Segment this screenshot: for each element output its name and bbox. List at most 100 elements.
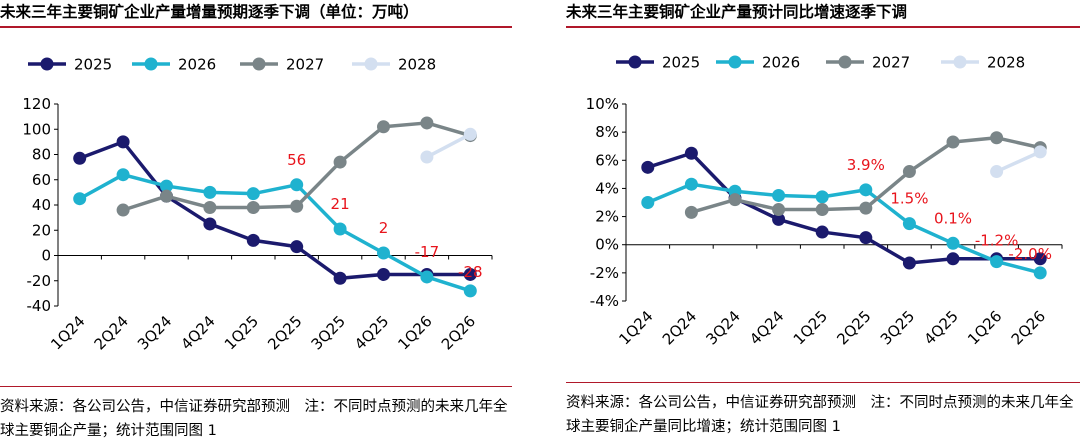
point-2026-2q26 bbox=[1033, 266, 1047, 280]
annotations: 56 21 2 -17 -28 bbox=[287, 151, 482, 281]
point-2025-4q25 bbox=[377, 267, 390, 281]
point-2026-2q25 bbox=[859, 183, 873, 197]
legend-item-2027: 2027 bbox=[240, 56, 324, 74]
legend-item-2027: 2027 bbox=[826, 54, 910, 72]
point-2026-4q25 bbox=[377, 246, 390, 260]
right-source-divider bbox=[566, 382, 1080, 383]
y-tick-label: 2% bbox=[595, 208, 619, 226]
legend-item-2028: 2028 bbox=[941, 54, 1025, 72]
point-2028-1q26 bbox=[990, 165, 1004, 179]
legend-label-2027: 2027 bbox=[286, 56, 324, 74]
x-tick-label-2q25: 2Q25 bbox=[264, 312, 305, 353]
x-tick-label-2q24: 2Q24 bbox=[91, 312, 132, 353]
point-2026-4q24 bbox=[203, 185, 217, 199]
left-line-chart: 2025 2026 2027 2028 -40 -20 0 20 40 60 80 100 120 1Q2… bbox=[22, 56, 493, 353]
point-2027-4q25 bbox=[946, 135, 960, 149]
point-2027-2q24 bbox=[116, 203, 130, 217]
point-2026-2q26 bbox=[463, 284, 477, 298]
data-label--17: -17 bbox=[415, 243, 440, 261]
legend-item-2028: 2028 bbox=[352, 56, 436, 74]
y-tick-label: 100 bbox=[22, 120, 51, 138]
point-2028-2q26 bbox=[1033, 145, 1047, 159]
x-tick-label-2q24: 2Q24 bbox=[659, 307, 700, 348]
legend-label-2025: 2025 bbox=[662, 54, 700, 72]
point-2027-1q25 bbox=[246, 201, 260, 215]
point-2026-1q26 bbox=[990, 255, 1004, 269]
series-line-2025 bbox=[79, 140, 471, 280]
point-2025-2q24 bbox=[116, 135, 130, 149]
point-2026-4q25 bbox=[946, 236, 960, 250]
data-label--2.0pct: -2.0% bbox=[1008, 245, 1052, 263]
point-2027-3q25 bbox=[333, 155, 347, 169]
point-2027-3q25 bbox=[902, 165, 916, 179]
series-line-2028 bbox=[995, 150, 1041, 174]
x-tick-label-1q24: 1Q24 bbox=[615, 307, 656, 348]
x-tick-label-1q25: 1Q25 bbox=[221, 312, 262, 353]
legend-marker-2025 bbox=[628, 55, 642, 69]
point-2025-1q25 bbox=[246, 233, 260, 247]
data-label-21: 21 bbox=[331, 195, 350, 213]
y-tick-label: 80 bbox=[32, 146, 51, 164]
point-2027-2q25 bbox=[859, 201, 873, 215]
x-tick-label-4q25: 4Q25 bbox=[351, 312, 392, 353]
data-label-0.1pct: 0.1% bbox=[934, 209, 972, 227]
y-tick-label: 0 bbox=[41, 247, 51, 265]
point-2025-4q24 bbox=[772, 212, 786, 226]
legend-marker-2028 bbox=[364, 57, 378, 71]
y-axis: -4% -2% 0% 2% 4% 6% 8% 10% bbox=[586, 95, 627, 310]
legend-marker-2025 bbox=[40, 57, 54, 71]
point-2026-1q26 bbox=[420, 270, 434, 284]
right-chart-panel: 未来三年主要铜矿企业产量预计同比增速逐季下调 2025 2026 2027 2028 -… bbox=[566, 0, 1080, 448]
x-tick-label-4q24: 4Q24 bbox=[177, 312, 218, 353]
y-tick-label: -40 bbox=[27, 297, 52, 315]
legend: 2025 2026 2027 2028 bbox=[28, 56, 436, 74]
series-line-2025 bbox=[647, 151, 1041, 265]
left-source-divider bbox=[0, 386, 512, 387]
x-tick-label-1q26: 1Q26 bbox=[964, 307, 1005, 348]
y-tick-label: -2% bbox=[590, 264, 619, 282]
x-tick-label-1q24: 1Q24 bbox=[47, 312, 88, 353]
series-line-2026 bbox=[647, 182, 1041, 275]
legend: 2025 2026 2027 2028 bbox=[616, 54, 1025, 72]
data-label--1.2pct: -1.2% bbox=[975, 232, 1019, 250]
y-tick-label: 40 bbox=[32, 196, 51, 214]
point-2026-4q24 bbox=[772, 188, 786, 202]
legend-label-2028: 2028 bbox=[987, 54, 1025, 72]
legend-marker-2026 bbox=[144, 57, 158, 71]
data-label--28: -28 bbox=[458, 263, 483, 281]
y-tick-label: -4% bbox=[590, 292, 619, 310]
y-tick-label: 0% bbox=[595, 236, 619, 254]
point-2026-2q24 bbox=[684, 177, 698, 191]
point-2026-3q24 bbox=[160, 179, 173, 193]
data-label-3.9pct: 3.9% bbox=[847, 156, 885, 174]
x-tick-label-3q24: 3Q24 bbox=[134, 312, 175, 353]
point-2027-2q24 bbox=[684, 205, 698, 219]
series-2026 bbox=[641, 177, 1047, 280]
series-line-2027 bbox=[690, 136, 1041, 215]
y-tick-label: 4% bbox=[595, 179, 619, 197]
legend-item-2025: 2025 bbox=[616, 54, 700, 72]
x-tick-label-3q25: 3Q25 bbox=[877, 307, 918, 348]
legend-marker-2027 bbox=[838, 55, 852, 69]
x-tick-label-2q25: 2Q25 bbox=[833, 307, 874, 348]
point-2025-3q25 bbox=[333, 271, 347, 285]
point-2025-2q25 bbox=[290, 240, 304, 254]
legend-marker-2027 bbox=[252, 57, 266, 71]
legend-label-2027: 2027 bbox=[872, 54, 910, 72]
point-2025-2q26 bbox=[463, 267, 477, 281]
legend-label-2025: 2025 bbox=[74, 56, 112, 74]
left-title-divider bbox=[0, 26, 512, 28]
data-label-56: 56 bbox=[287, 151, 306, 169]
right-source-note: 资料来源：各公司公告，中信证券研究部预测 注：不同时点预测的未来几年全球主要铜企… bbox=[566, 395, 1074, 435]
series-2025 bbox=[73, 135, 477, 285]
point-2027-1q26 bbox=[420, 116, 434, 130]
point-2025-4q24 bbox=[203, 217, 217, 231]
series-line-2026 bbox=[78, 172, 471, 293]
series-2028 bbox=[990, 145, 1047, 179]
right-chart-title: 未来三年主要铜矿企业产量预计同比增速逐季下调 bbox=[566, 3, 908, 21]
x-tick-label-3q25: 3Q25 bbox=[308, 312, 349, 353]
point-2026-2q25 bbox=[290, 178, 304, 192]
point-2027-4q24 bbox=[203, 201, 217, 215]
legend-item-2026: 2026 bbox=[716, 54, 800, 72]
annotations: 3.9% 1.5% 0.1%-1.2%-2.0% bbox=[847, 156, 1052, 263]
